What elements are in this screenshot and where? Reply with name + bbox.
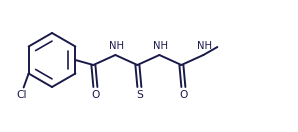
Text: O: O (179, 90, 187, 100)
Text: S: S (136, 90, 143, 100)
Text: Cl: Cl (16, 91, 27, 100)
Text: NH: NH (153, 41, 168, 51)
Text: O: O (91, 90, 100, 100)
Text: NH: NH (197, 41, 212, 51)
Text: NH: NH (109, 41, 124, 51)
